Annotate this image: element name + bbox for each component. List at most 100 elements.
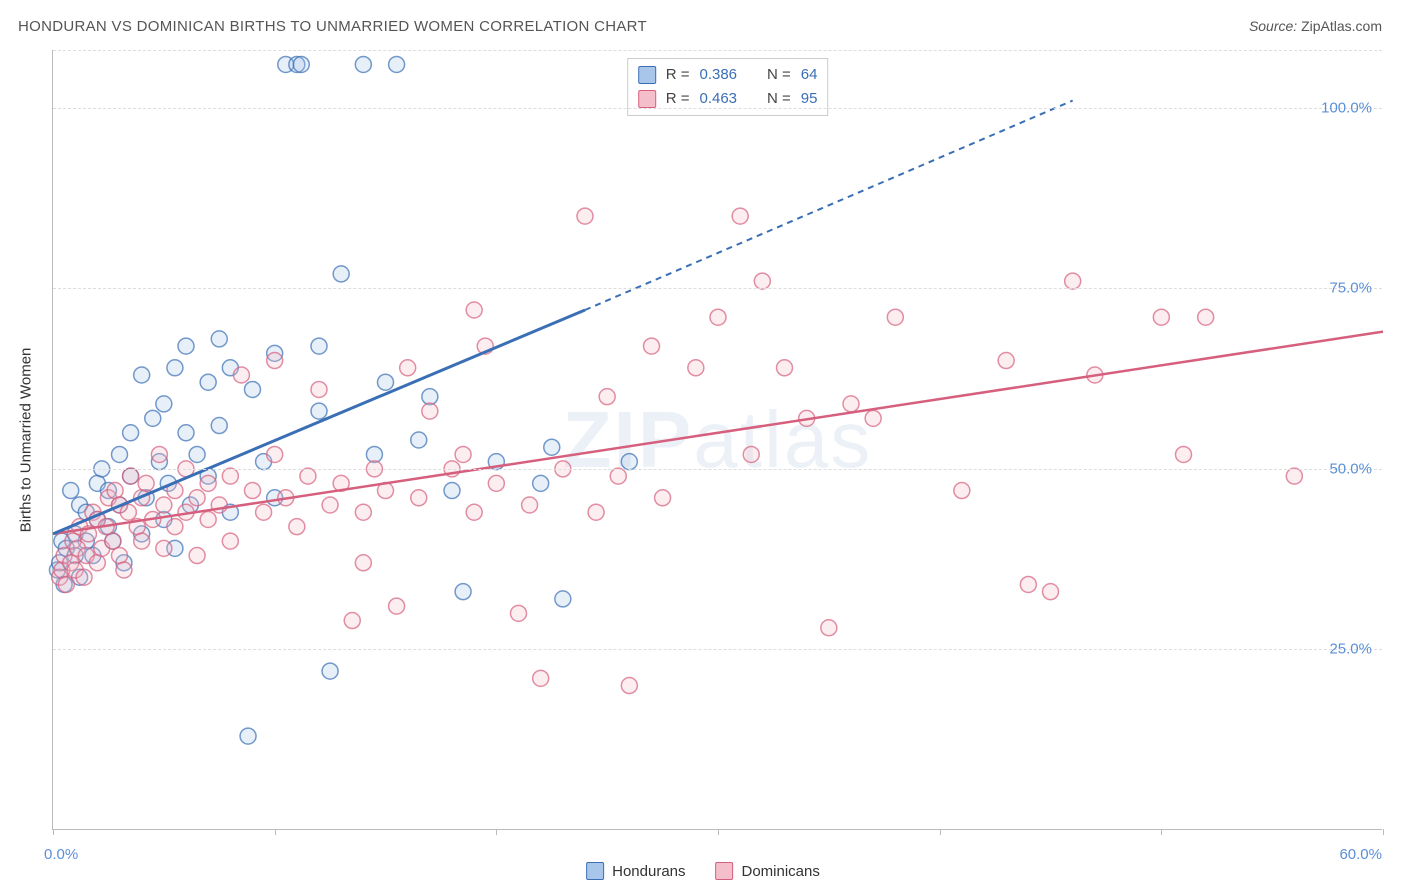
gridline — [53, 50, 1382, 51]
point-dominicans — [466, 504, 482, 520]
plot-area: ZIPatlas R = 0.386 N = 64 R = 0.463 N = … — [52, 50, 1382, 830]
x-tick — [1383, 829, 1384, 835]
point-dominicans — [116, 562, 132, 578]
scatter-svg — [53, 50, 1382, 829]
gridline — [53, 469, 1382, 470]
point-hondurans — [134, 367, 150, 383]
point-hondurans — [240, 728, 256, 744]
point-dominicans — [112, 548, 128, 564]
point-dominicans — [621, 678, 637, 694]
point-dominicans — [710, 309, 726, 325]
point-dominicans — [267, 353, 283, 369]
point-dominicans — [577, 208, 593, 224]
point-dominicans — [245, 483, 261, 499]
point-hondurans — [378, 374, 394, 390]
source-label: Source: — [1249, 18, 1297, 34]
point-dominicans — [89, 555, 105, 571]
x-tick — [940, 829, 941, 835]
point-hondurans — [189, 446, 205, 462]
point-dominicans — [644, 338, 660, 354]
legend-label-hondurans: Hondurans — [612, 863, 685, 880]
x-tick — [496, 829, 497, 835]
point-dominicans — [189, 490, 205, 506]
point-dominicans — [732, 208, 748, 224]
source-value: ZipAtlas.com — [1301, 18, 1382, 34]
point-hondurans — [156, 396, 172, 412]
point-hondurans — [112, 446, 128, 462]
gridline — [53, 108, 1382, 109]
point-dominicans — [488, 475, 504, 491]
point-dominicans — [588, 504, 604, 520]
point-dominicans — [156, 497, 172, 513]
swatch-dominicans-icon — [716, 862, 734, 880]
point-dominicans — [1043, 584, 1059, 600]
point-dominicans — [222, 468, 238, 484]
point-dominicans — [151, 446, 167, 462]
gridline — [53, 288, 1382, 289]
point-hondurans — [167, 360, 183, 376]
n-value-hondurans: 64 — [801, 63, 818, 87]
point-dominicans — [107, 483, 123, 499]
point-hondurans — [200, 374, 216, 390]
point-dominicans — [821, 620, 837, 636]
gridline — [53, 649, 1382, 650]
y-axis-title: Births to Unmarried Women — [18, 348, 35, 533]
point-dominicans — [865, 410, 881, 426]
swatch-dominicans — [638, 90, 656, 108]
point-hondurans — [123, 425, 139, 441]
point-hondurans — [63, 483, 79, 499]
point-dominicans — [300, 468, 316, 484]
chart-title: HONDURAN VS DOMINICAN BIRTHS TO UNMARRIE… — [18, 18, 647, 35]
point-dominicans — [58, 576, 74, 592]
point-hondurans — [621, 454, 637, 470]
point-hondurans — [444, 483, 460, 499]
point-dominicans — [1286, 468, 1302, 484]
point-dominicans — [1198, 309, 1214, 325]
legend-item-hondurans: Hondurans — [586, 862, 685, 880]
swatch-hondurans — [638, 66, 656, 84]
source-attribution: Source: ZipAtlas.com — [1249, 18, 1382, 34]
point-hondurans — [333, 266, 349, 282]
point-hondurans — [422, 389, 438, 405]
point-dominicans — [200, 475, 216, 491]
point-dominicans — [200, 511, 216, 527]
point-hondurans — [293, 56, 309, 72]
x-tick — [53, 829, 54, 835]
point-dominicans — [1065, 273, 1081, 289]
point-dominicans — [466, 302, 482, 318]
point-dominicans — [455, 446, 471, 462]
point-dominicans — [688, 360, 704, 376]
point-dominicans — [311, 381, 327, 397]
y-tick-label: 50.0% — [1329, 460, 1372, 477]
point-dominicans — [233, 367, 249, 383]
point-dominicans — [743, 446, 759, 462]
point-dominicans — [610, 468, 626, 484]
point-dominicans — [344, 613, 360, 629]
x-axis-max-label: 60.0% — [1339, 846, 1382, 863]
point-dominicans — [138, 475, 154, 491]
point-dominicans — [400, 360, 416, 376]
point-hondurans — [455, 584, 471, 600]
point-hondurans — [366, 446, 382, 462]
n-label: N = — [767, 63, 791, 87]
x-axis-min-label: 0.0% — [44, 846, 78, 863]
point-dominicans — [998, 353, 1014, 369]
point-dominicans — [222, 533, 238, 549]
r-value-hondurans: 0.386 — [699, 63, 737, 87]
point-dominicans — [777, 360, 793, 376]
point-dominicans — [355, 555, 371, 571]
point-dominicans — [422, 403, 438, 419]
point-dominicans — [754, 273, 770, 289]
point-dominicans — [411, 490, 427, 506]
point-hondurans — [311, 338, 327, 354]
point-dominicans — [355, 504, 371, 520]
point-dominicans — [289, 519, 305, 535]
point-hondurans — [533, 475, 549, 491]
legend-label-dominicans: Dominicans — [742, 863, 820, 880]
x-tick — [275, 829, 276, 835]
legend-row-hondurans: R = 0.386 N = 64 — [638, 63, 818, 87]
point-dominicans — [1020, 576, 1036, 592]
trend-dominicans — [53, 332, 1383, 534]
legend-series: Hondurans Dominicans — [586, 862, 820, 880]
point-hondurans — [211, 331, 227, 347]
